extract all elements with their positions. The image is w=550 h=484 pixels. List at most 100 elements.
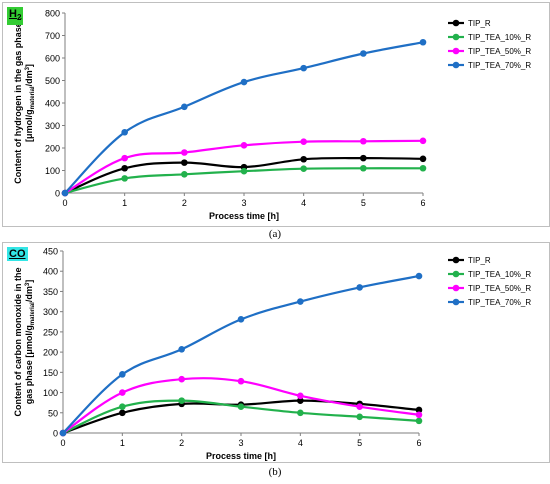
- data-point: [181, 103, 188, 111]
- y-tick-label: 350: [43, 287, 58, 297]
- y-tick-label: 300: [43, 307, 58, 317]
- series-line-0: [64, 156, 424, 195]
- data-point: [121, 175, 128, 182]
- gas-badge-co: CO: [7, 247, 28, 261]
- data-point: [178, 375, 185, 383]
- data-point: [356, 413, 363, 421]
- legend-label: TIP_TEA_10%_R: [468, 33, 531, 42]
- legend-label: TIP_TEA_50%_R: [468, 284, 531, 293]
- carbon-monoxide-chart: 0 50 100 150 200 250 300 350 400 450 0 1 2 3 4 5 6 Proces…: [13, 247, 531, 462]
- legend-label: TIP_TEA_70%_R: [468, 61, 531, 70]
- x-tick-label: 0: [60, 438, 65, 448]
- data-point: [297, 409, 304, 417]
- y-tick-label: 300: [45, 121, 60, 131]
- x-tick-label: 1: [120, 438, 125, 448]
- y-axis-label-line1: Content of carbon monoxide in the: [13, 268, 23, 417]
- data-point: [360, 154, 367, 162]
- caption-a: (a): [268, 228, 282, 240]
- y-label-part: [μmol/g: [24, 109, 34, 142]
- y-tick-label: 250: [43, 327, 58, 337]
- y-axis-label: Content of hydrogen in the gas phase [μmo…: [13, 22, 36, 184]
- data-point: [237, 316, 245, 323]
- y-tick-label: 800: [45, 9, 60, 19]
- y-tick-label: 700: [45, 31, 60, 41]
- y-axis-label-line2: gas phase [μmol/gmaterial/dm3]: [24, 280, 36, 404]
- data-point: [59, 429, 67, 437]
- y-axis-label-line2: [μmol/gmaterial/dm3]: [24, 64, 36, 142]
- y-tick-label: 500: [45, 76, 60, 86]
- data-point: [178, 397, 185, 404]
- data-point: [419, 38, 427, 46]
- y-label-part: ]: [24, 64, 34, 67]
- x-tick-label: 3: [238, 438, 243, 448]
- y-tick-label: 600: [45, 54, 60, 64]
- gas-badge-h2: H2: [7, 7, 24, 26]
- legend-label: TIP_R: [468, 19, 491, 28]
- data-point: [237, 377, 245, 385]
- x-tick-label: 3: [241, 198, 246, 208]
- y-label-superscript: 3: [25, 66, 31, 70]
- legend-label: TIP_TEA_70%_R: [468, 298, 531, 307]
- y-axis-label: Content of carbon monoxide in the gas pha…: [13, 268, 36, 417]
- y-tick-label: 200: [43, 348, 58, 358]
- data-point: [181, 171, 188, 178]
- x-tick-label: 1: [122, 198, 127, 208]
- y-axis-label-line1: Content of hydrogen in the gas phase: [13, 22, 23, 184]
- x-axis-label: Process time [h]: [206, 451, 276, 461]
- y-tick-label: 400: [43, 267, 58, 277]
- data-point: [300, 165, 307, 172]
- y-label-part: gas phase [μmol/g: [24, 325, 34, 404]
- x-tick-label: 4: [298, 438, 303, 448]
- legend-label: TIP_TEA_10%_R: [468, 270, 531, 279]
- data-point: [360, 50, 367, 57]
- data-point: [297, 392, 304, 400]
- data-point: [419, 164, 427, 172]
- y-tick-label: 150: [43, 368, 58, 378]
- legend-marker: [452, 47, 460, 55]
- y-tick-label: 400: [45, 99, 60, 109]
- y-label-subscript: material: [30, 86, 36, 109]
- data-point: [419, 155, 427, 163]
- y-tick-label: 100: [45, 166, 60, 176]
- x-tick-label: 5: [361, 198, 366, 208]
- y-tick-label: 50: [48, 408, 58, 418]
- x-axis-label: Process time [h]: [209, 211, 279, 221]
- data-point: [300, 64, 307, 72]
- data-point: [297, 298, 304, 305]
- y-tick-label: 100: [43, 388, 58, 398]
- y-label-subscript: material: [30, 302, 36, 325]
- x-tick-label: 2: [182, 198, 187, 208]
- data-point: [237, 403, 245, 411]
- y-tick-label: 200: [45, 144, 60, 154]
- data-point: [121, 128, 128, 136]
- y-label-part: /dm: [24, 70, 34, 86]
- y-tick-label: 0: [53, 429, 58, 439]
- data-point: [121, 164, 128, 172]
- hydrogen-chart: 0 100 200 300 400 500 600 700 800 0 1 2 3 4 5 6 Process …: [13, 9, 531, 222]
- x-tick-label: 6: [420, 198, 425, 208]
- x-tick-label: 2: [179, 438, 184, 448]
- data-point: [419, 137, 427, 145]
- data-point: [119, 403, 126, 411]
- data-point: [360, 137, 367, 145]
- chart-panel-hydrogen: H2 0 100 200 300 400 500 600 700 800 0 1 2 3 4 5 6 Proce…: [2, 2, 550, 227]
- data-point: [415, 417, 423, 425]
- data-point: [240, 142, 248, 149]
- x-tick-label: 6: [416, 438, 421, 448]
- x-tick-label: 0: [62, 198, 67, 208]
- data-point: [181, 149, 188, 156]
- x-tick-label: 5: [357, 438, 362, 448]
- legend-marker: [452, 298, 460, 306]
- data-point: [300, 155, 307, 163]
- data-point: [415, 406, 423, 414]
- legend-marker: [452, 284, 460, 292]
- chart-panel-carbon-monoxide: CO 0 50 100 150 200 250 300 350 400 450 0 1 2 3 4 5 6 Pro…: [2, 242, 550, 463]
- legend-marker: [452, 33, 460, 41]
- data-point: [356, 284, 363, 291]
- data-point: [178, 345, 185, 353]
- data-point: [415, 411, 423, 419]
- y-tick-label: 450: [43, 247, 58, 257]
- x-tick-label: 4: [301, 198, 306, 208]
- data-point: [356, 403, 363, 411]
- data-point: [181, 159, 188, 166]
